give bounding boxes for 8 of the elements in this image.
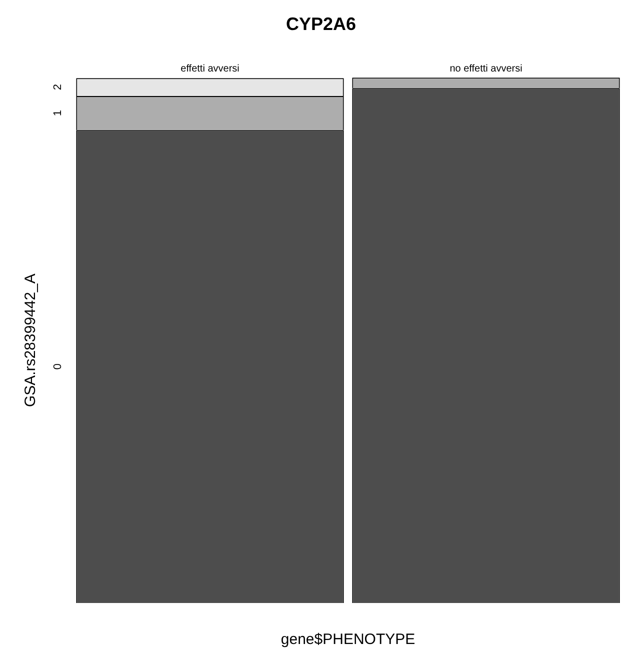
x-tick-label: effetti avversi <box>180 63 240 74</box>
chart-title: CYP2A6 <box>286 14 356 34</box>
text: 0 <box>52 364 64 370</box>
x-axis-title: gene$PHENOTYPE <box>280 631 416 648</box>
text: 1 <box>52 110 64 116</box>
x-tick-label: no effetti avversi <box>450 63 522 74</box>
y-axis-title: GSA.rs28399442_A <box>22 274 40 408</box>
text: 2 <box>52 84 64 90</box>
